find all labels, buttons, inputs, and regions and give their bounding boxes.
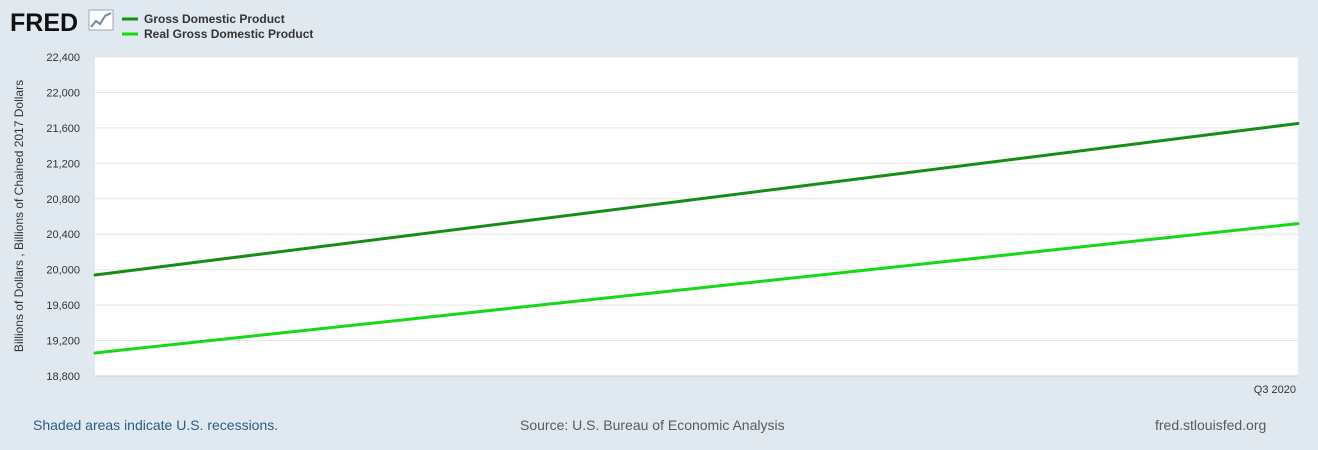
legend-item-real-gdp[interactable]: Real Gross Domestic Product xyxy=(122,27,313,41)
series-lines xyxy=(93,121,1300,355)
series-line-real-gdp[interactable] xyxy=(93,222,1300,355)
legend-item-gdp[interactable]: Gross Domestic Product xyxy=(122,12,285,26)
y-tick-label: 22,000 xyxy=(46,87,80,99)
fred-logo-text: FRED xyxy=(10,9,78,37)
y-axis-title: Billions of Dollars , Billions of Chaine… xyxy=(12,80,26,352)
y-axis-ticks: 18,800 19,200 19,600 20,000 20,400 20,800 21,2… xyxy=(46,52,80,383)
y-tick-label: 22,400 xyxy=(46,52,80,64)
legend-label-real-gdp: Real Gross Domestic Product xyxy=(144,27,313,41)
line-chart-icon xyxy=(88,9,114,31)
y-tick-label: 18,800 xyxy=(46,371,80,383)
y-tick-label: 21,600 xyxy=(46,123,80,135)
series-line-gdp[interactable] xyxy=(93,121,1300,277)
y-tick-label: 19,200 xyxy=(46,336,80,348)
plot-area xyxy=(95,57,1298,376)
y-tick-label: 19,600 xyxy=(46,300,80,312)
y-tick-label: 20,800 xyxy=(46,194,80,206)
legend-label-gdp: Gross Domestic Product xyxy=(144,12,285,26)
y-tick-label: 21,200 xyxy=(46,158,80,170)
fred-logo[interactable]: FRED xyxy=(10,9,114,37)
source-text: Source: U.S. Bureau of Economic Analysis xyxy=(520,417,785,433)
site-link[interactable]: fred.stlouisfed.org xyxy=(1155,417,1266,433)
x-tick-label: Q3 2020 xyxy=(1254,384,1296,396)
y-tick-label: 20,000 xyxy=(46,265,80,277)
recession-note[interactable]: Shaded areas indicate U.S. recessions. xyxy=(33,417,278,433)
legend: Gross Domestic Product Real Gross Domest… xyxy=(122,12,313,41)
y-tick-label: 20,400 xyxy=(46,229,80,241)
